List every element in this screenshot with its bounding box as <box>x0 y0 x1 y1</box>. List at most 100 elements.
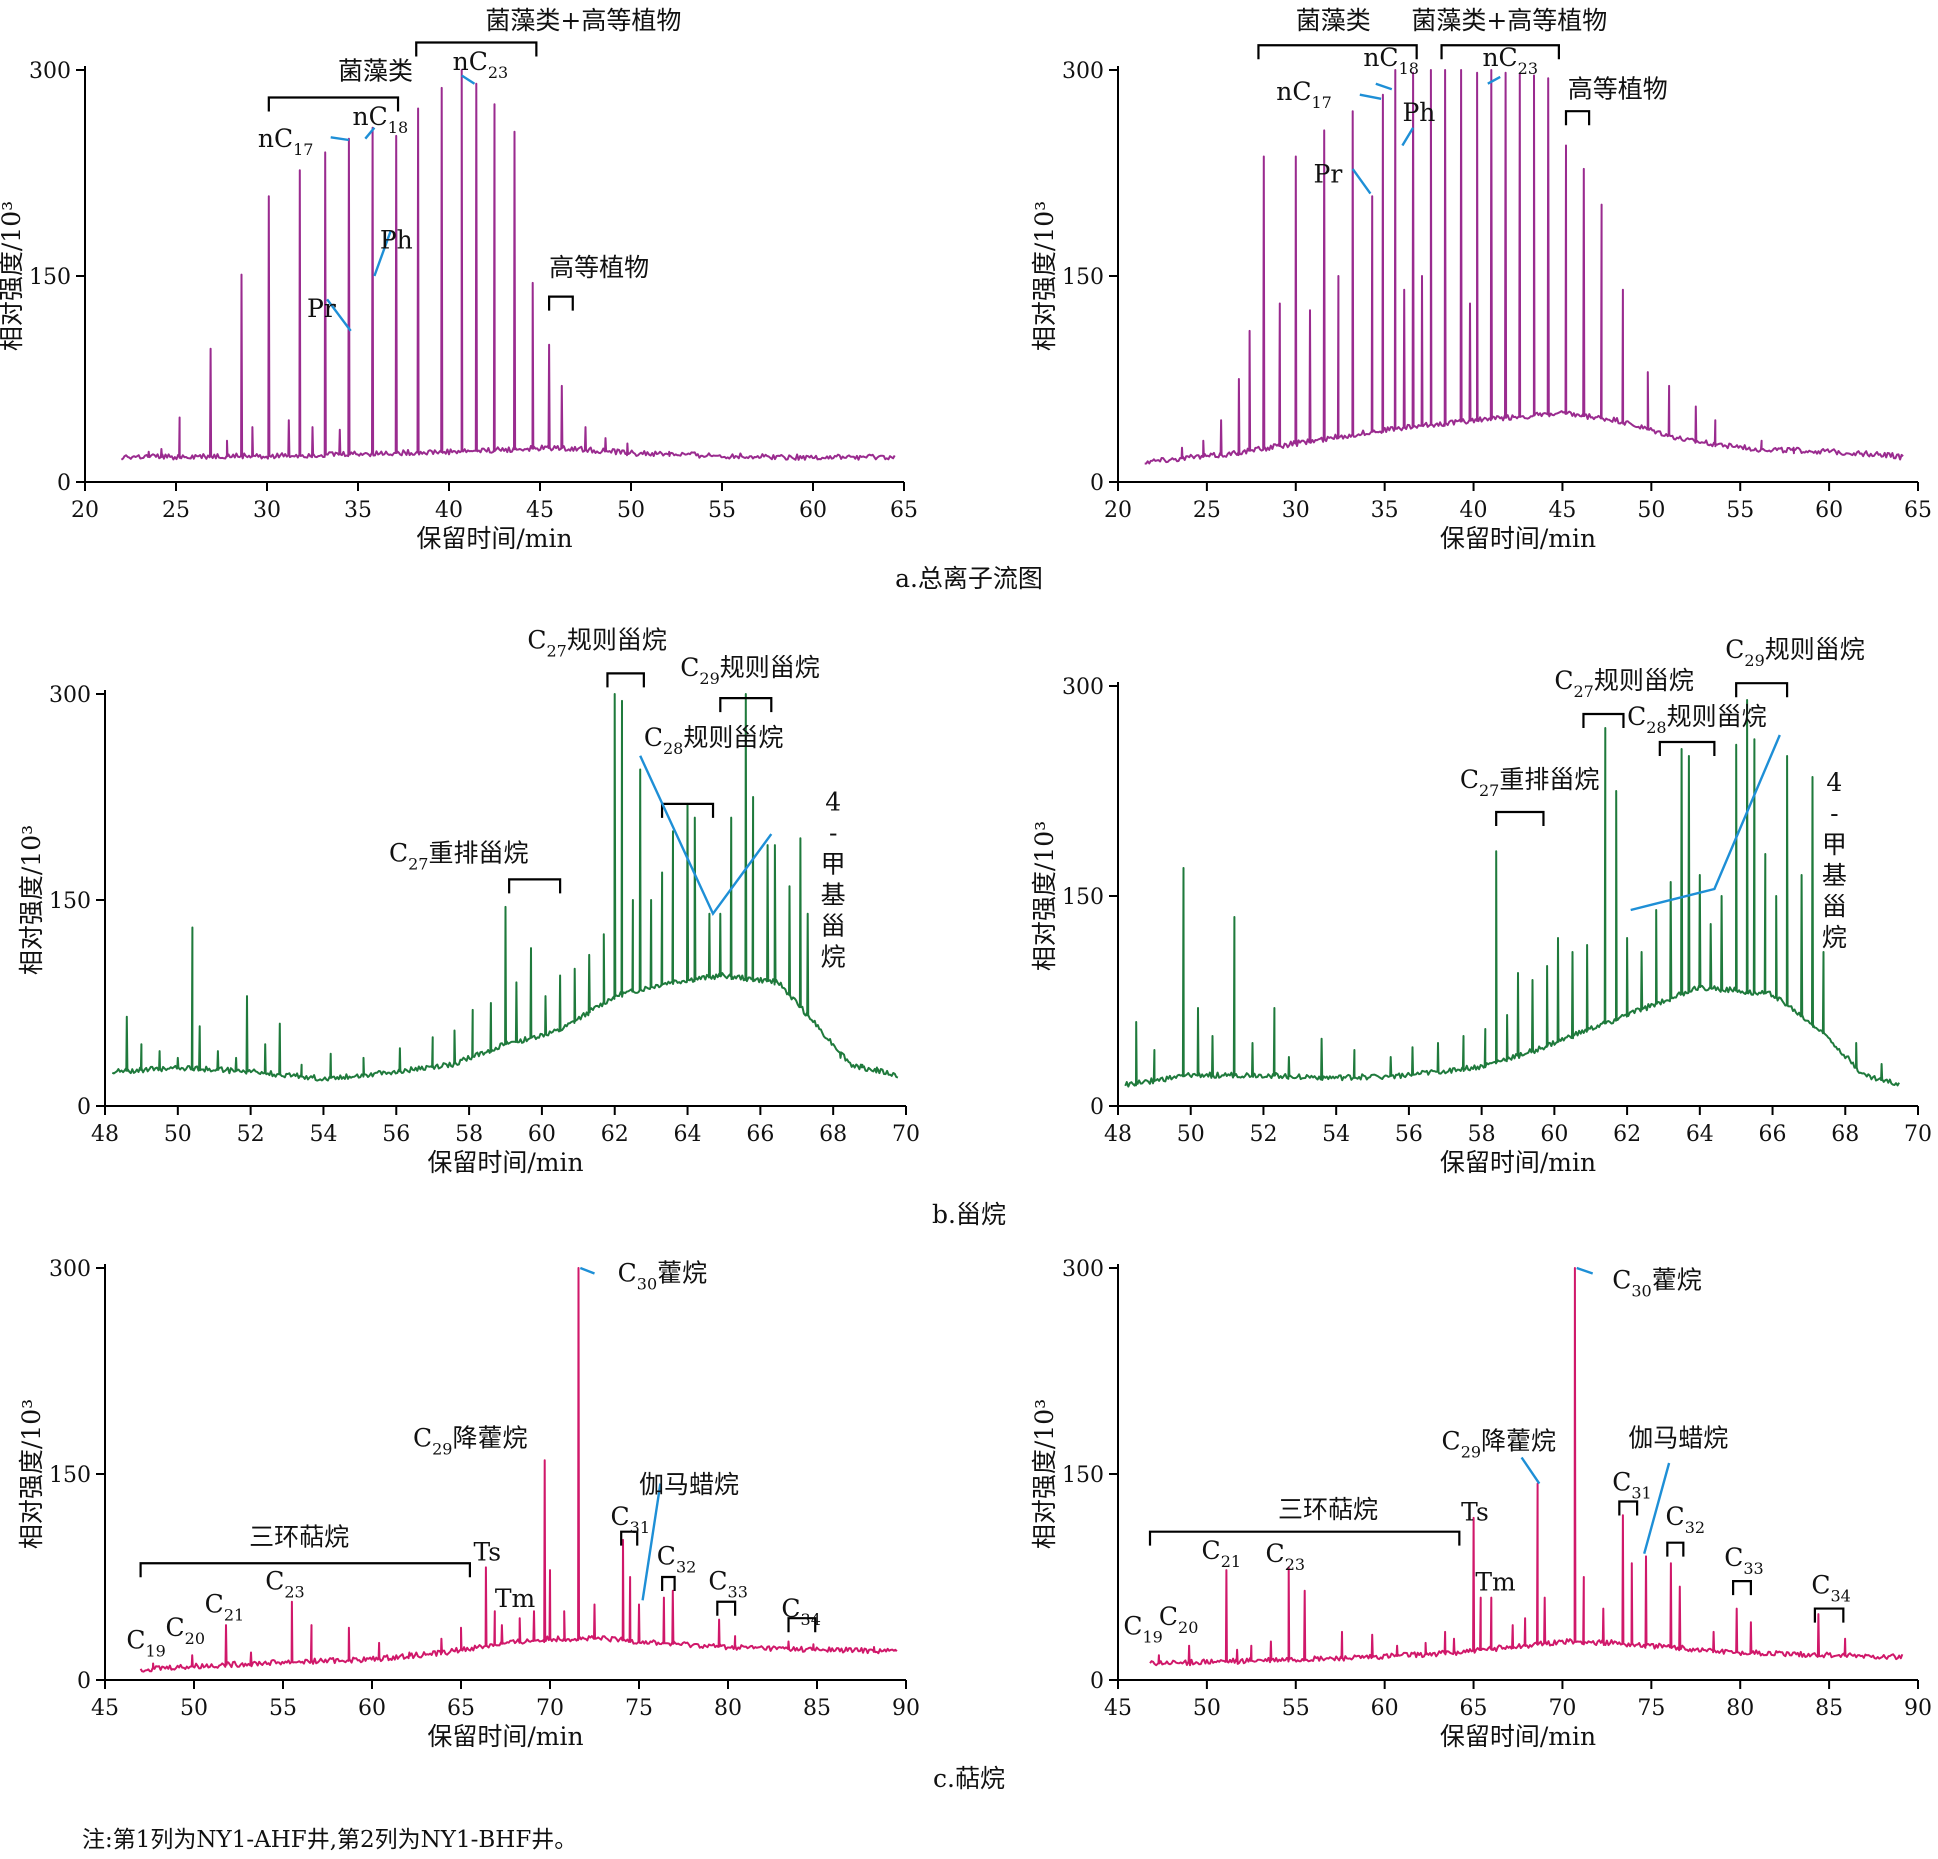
x-tick-label: 65 <box>447 1696 475 1721</box>
peak-label-c2-0: C30藿烷 <box>1612 1266 1702 1301</box>
y-tick-label: 300 <box>29 59 71 84</box>
peak-point <box>752 796 754 798</box>
x-tick-label: 70 <box>892 1122 920 1147</box>
chart-a2: 20 25 30 35 40 45 50 55 60 65 0 150 300 保留时间/min 相对强度/… <box>1030 6 1932 553</box>
peak-point <box>408 1651 410 1654</box>
y-tick-label: 300 <box>1062 1257 1104 1282</box>
x-tick-label: 20 <box>1104 498 1132 523</box>
peak-point <box>440 1638 442 1640</box>
x-tick-label: 68 <box>1831 1122 1859 1147</box>
signal-trace <box>111 693 899 1082</box>
leader-line <box>1576 1266 1594 1275</box>
peak-point <box>626 442 629 445</box>
peak-point <box>417 107 419 110</box>
peak-point <box>1775 895 1777 897</box>
peak-point <box>226 440 228 442</box>
peak-point <box>668 451 670 453</box>
group-bracket <box>716 1600 737 1616</box>
peak-point <box>530 947 532 949</box>
peak-point <box>650 899 652 901</box>
peak-point <box>210 348 212 350</box>
y-tick-label: 0 <box>1090 471 1104 496</box>
signal-trace <box>1144 69 1904 465</box>
x-tick-label: 45 <box>91 1696 119 1721</box>
x-tick-label: 56 <box>1395 1122 1423 1147</box>
peak-label-c2-6: C31 <box>1612 1467 1652 1502</box>
peak-point <box>1202 440 1204 442</box>
peak-point <box>1524 1617 1526 1619</box>
peak-label-b1-2: C28规则甾烷 <box>644 723 784 758</box>
peak-label-a1-1: 菌藻类 <box>338 57 413 86</box>
peak-point <box>1153 1049 1155 1051</box>
peak-point <box>126 1016 128 1018</box>
figure-note: 注:第1列为NY1-AHF井,第2列为NY1-BHF井。 <box>82 1827 577 1853</box>
peak-point <box>745 693 747 695</box>
peak-point <box>1699 874 1701 876</box>
peak-label-c2-1: C29降藿烷 <box>1442 1426 1557 1461</box>
peak-label-c1-7: C32 <box>657 1542 697 1577</box>
peak-point <box>584 426 587 428</box>
x-tick-label: 90 <box>1904 1696 1932 1721</box>
peak-label-c1-0: C30藿烷 <box>618 1259 708 1294</box>
peak-point <box>533 1610 535 1612</box>
group-bracket <box>508 878 562 894</box>
peak-point <box>1197 1007 1199 1009</box>
peak-point <box>1546 965 1548 967</box>
x-tick-label: 45 <box>1104 1696 1132 1721</box>
y-tick-label: 300 <box>1062 59 1104 84</box>
peak-point <box>177 1057 179 1059</box>
y-tick-label: 0 <box>77 1095 91 1120</box>
peak-label-a1-5: Ph <box>380 226 413 255</box>
y-tick-label: 150 <box>1062 885 1104 910</box>
peak-label-c2-9: C34 <box>1811 1570 1851 1605</box>
peak-point <box>661 871 663 874</box>
group-bracket <box>620 1530 639 1546</box>
x-tick-label: 30 <box>1282 498 1310 523</box>
peak-point <box>152 1662 154 1665</box>
peak-point <box>1233 916 1235 918</box>
peak-point <box>1631 1562 1633 1564</box>
peak-label-b2-3: C27重排甾烷 <box>1460 765 1600 800</box>
peak-point <box>1353 1049 1355 1051</box>
peak-point <box>339 429 341 431</box>
leader-line <box>1351 168 1372 195</box>
peak-point <box>1615 790 1617 792</box>
peak-point <box>441 87 443 89</box>
peak-point <box>767 844 769 846</box>
x-tick-label: 55 <box>1282 1696 1310 1721</box>
peak-point <box>504 906 507 908</box>
peak-point <box>1263 155 1265 158</box>
peak-label-a1-3: nC18 <box>353 102 409 137</box>
signal-trace <box>1124 699 1900 1088</box>
peak-point <box>548 344 550 346</box>
peak-point <box>235 1057 237 1059</box>
group-bracket <box>1582 712 1625 728</box>
chart-c1: 45 50 55 60 65 70 75 80 85 90 0 150 300 保留时间/min 相对强度/… <box>17 1257 920 1751</box>
group-bracket <box>1666 1541 1685 1557</box>
peak-point <box>1811 776 1814 778</box>
x-tick-label: 60 <box>1815 498 1843 523</box>
peak-point <box>639 768 641 771</box>
peak-label-c2-2: 伽马蜡烷 <box>1628 1424 1728 1453</box>
peak-point <box>246 995 248 997</box>
peak-label-a1-2: nC23 <box>453 47 509 82</box>
x-tick-label: 65 <box>1460 1696 1488 1721</box>
peak-point <box>1403 289 1405 291</box>
peak-point <box>1655 909 1657 911</box>
peak-label-c1-5: Tm <box>495 1584 536 1613</box>
peak-point <box>694 817 696 819</box>
peak-point <box>1695 405 1697 408</box>
peak-point <box>1225 1569 1227 1571</box>
group-bracket <box>606 672 645 688</box>
peak-point <box>1181 447 1183 449</box>
x-tick-label: 75 <box>1637 1696 1665 1721</box>
peak-point <box>485 1566 487 1568</box>
peak-point <box>148 451 150 453</box>
x-tick-label: 85 <box>803 1696 831 1721</box>
peak-point <box>179 416 181 419</box>
peak-point <box>1512 1624 1514 1626</box>
peak-point <box>1761 440 1763 442</box>
peak-point <box>1469 302 1471 305</box>
x-tick-label: 60 <box>358 1696 386 1721</box>
y-axis-label: 相对强度/10³ <box>17 825 46 975</box>
